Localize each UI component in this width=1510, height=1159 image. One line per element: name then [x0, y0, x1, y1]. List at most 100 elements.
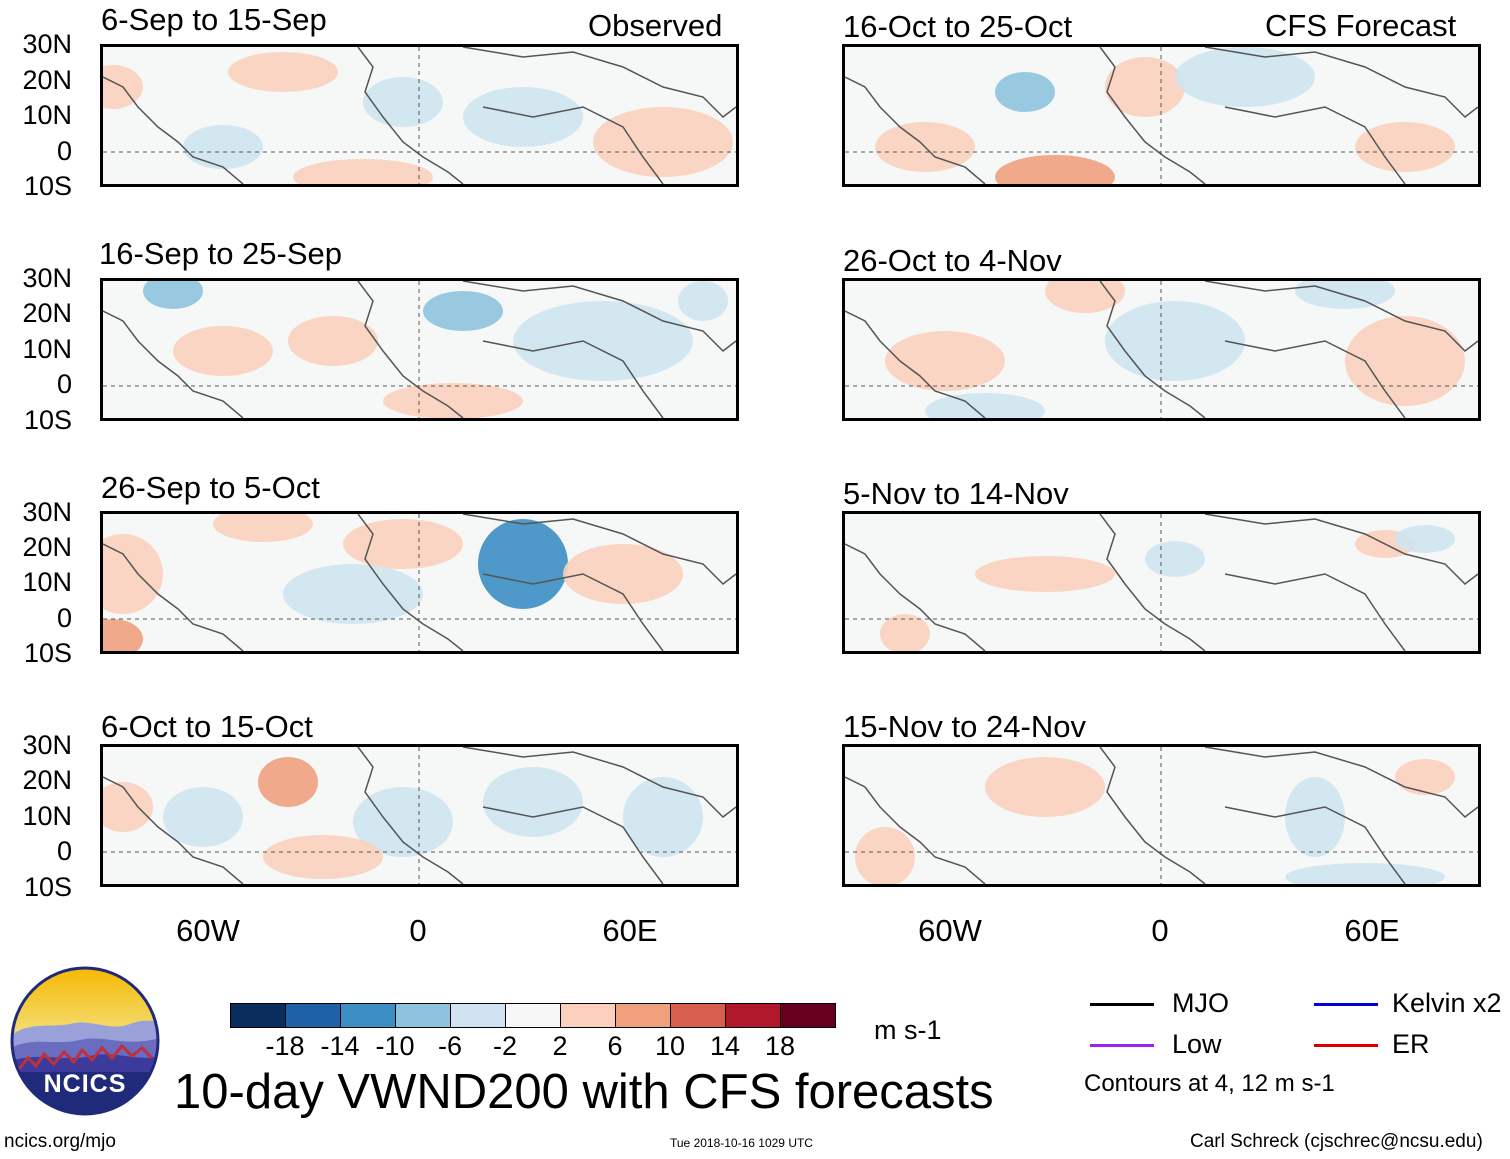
- anomaly-area: [228, 52, 338, 92]
- coastline: [845, 514, 1478, 651]
- anomaly-area: [1285, 863, 1445, 884]
- colorbar-unit: m s-1: [874, 1015, 942, 1045]
- colorbar-swatch: [395, 1003, 451, 1028]
- anomaly-area: [623, 777, 703, 857]
- lat-label: 0: [56, 369, 72, 399]
- lon-label: 60E: [1344, 913, 1400, 948]
- colorbar-swatch: [670, 1003, 726, 1028]
- map-panel: [100, 278, 739, 421]
- anomaly-area: [513, 301, 693, 381]
- panel-title: 15-Nov to 24-Nov: [843, 709, 1086, 744]
- lat-label: 20N: [22, 65, 72, 95]
- colorbar-swatch: [230, 1003, 286, 1028]
- colorbar-swatch: [725, 1003, 781, 1028]
- colorbar-tick: 10: [654, 1031, 686, 1061]
- anomaly-area: [1345, 316, 1465, 406]
- anomaly-area: [885, 331, 1005, 391]
- anomaly-area: [103, 782, 153, 832]
- anomaly-area: [103, 619, 143, 651]
- legend-label-mjo: MJO: [1172, 988, 1229, 1018]
- lat-label: 30N: [22, 29, 72, 59]
- map-panel: [842, 511, 1481, 654]
- lat-label: 30N: [22, 497, 72, 527]
- colorbar-swatch: [615, 1003, 671, 1028]
- colorbar-swatch: [505, 1003, 561, 1028]
- panel-title: 16-Sep to 25-Sep: [99, 236, 343, 271]
- anomaly-area: [353, 787, 453, 857]
- coastline: [845, 281, 1478, 418]
- coastline: [845, 747, 1478, 884]
- map-panel: [100, 44, 739, 187]
- colorbar-swatch: [285, 1003, 341, 1028]
- legend-note: Contours at 4, 12 m s-1: [1084, 1070, 1335, 1097]
- panel-title: 26-Sep to 5-Oct: [101, 470, 320, 505]
- legend-line-mjo: [1090, 1003, 1154, 1006]
- lat-label: 30N: [22, 730, 72, 760]
- lon-label: 0: [409, 913, 427, 948]
- lat-label: 10N: [22, 334, 72, 364]
- anomaly-area: [183, 125, 263, 169]
- lon-label: 60W: [918, 913, 982, 948]
- anomaly-area: [1175, 47, 1315, 107]
- panel-tag-observed: Observed: [588, 8, 723, 43]
- anomaly-area: [288, 316, 378, 366]
- anomaly-area: [855, 827, 915, 884]
- coastline: [103, 281, 736, 418]
- map-panel: [842, 744, 1481, 887]
- anomaly-area: [995, 72, 1055, 112]
- panel-title: 16-Oct to 25-Oct: [843, 9, 1073, 44]
- anomaly-area: [463, 87, 583, 147]
- legend-label-kelvin: Kelvin x2: [1392, 988, 1502, 1018]
- colorbar-tick: 14: [709, 1031, 741, 1061]
- colorbar-tick: -6: [437, 1031, 462, 1061]
- anomaly-area: [283, 564, 423, 624]
- footer-credit: Carl Schreck (cjschrec@ncsu.edu): [1190, 1131, 1483, 1152]
- anomaly-area: [1395, 759, 1455, 795]
- anomaly-area: [293, 159, 433, 184]
- anomaly-area: [1285, 777, 1345, 857]
- coastline: [103, 514, 736, 651]
- coastline: [845, 47, 1478, 184]
- colorbar-tick: -18: [265, 1031, 305, 1061]
- anomaly-area: [478, 519, 568, 609]
- map-panel: [842, 44, 1481, 187]
- anomaly-area: [163, 787, 243, 847]
- lat-label: 10S: [23, 872, 72, 902]
- coastline: [103, 47, 736, 184]
- panel-title: 6-Oct to 15-Oct: [101, 709, 313, 744]
- anomaly-area: [363, 77, 443, 127]
- footer-website[interactable]: ncics.org/mjo: [4, 1131, 116, 1152]
- coastline: [103, 747, 736, 884]
- colorbar-tick: 6: [607, 1031, 623, 1061]
- anomaly-area: [593, 107, 733, 177]
- panel-tag-forecast: CFS Forecast: [1265, 8, 1457, 43]
- lat-label: 0: [56, 603, 72, 633]
- anomaly-area: [213, 514, 313, 542]
- anomaly-area: [1045, 281, 1125, 313]
- anomaly-area: [678, 281, 728, 321]
- anomaly-area: [483, 767, 583, 837]
- anomaly-area: [975, 556, 1115, 592]
- anomaly-area: [925, 393, 1045, 418]
- panel-title: 26-Oct to 4-Nov: [843, 243, 1062, 278]
- colorbar-swatch: [340, 1003, 396, 1028]
- anomaly-area: [1395, 525, 1455, 553]
- legend-label-low: Low: [1172, 1029, 1222, 1059]
- anomaly-area: [383, 383, 523, 418]
- ncics-logo: NCICS: [10, 966, 160, 1116]
- anomaly-area: [1105, 57, 1185, 117]
- lon-label: 0: [1151, 913, 1169, 948]
- lat-label: 20N: [22, 532, 72, 562]
- anomaly-area: [423, 291, 503, 331]
- map-panel: [100, 511, 739, 654]
- anomaly-area: [258, 757, 318, 807]
- colorbar-tick: 2: [552, 1031, 568, 1061]
- anomaly-area: [143, 281, 203, 309]
- anomaly-area: [985, 757, 1105, 817]
- colorbar-tick: -14: [320, 1031, 360, 1061]
- anomaly-area: [1355, 122, 1455, 172]
- lat-label: 10S: [23, 171, 72, 201]
- panel-title: 6-Sep to 15-Sep: [101, 2, 327, 37]
- lat-label: 0: [56, 136, 72, 166]
- lat-label: 10N: [22, 100, 72, 130]
